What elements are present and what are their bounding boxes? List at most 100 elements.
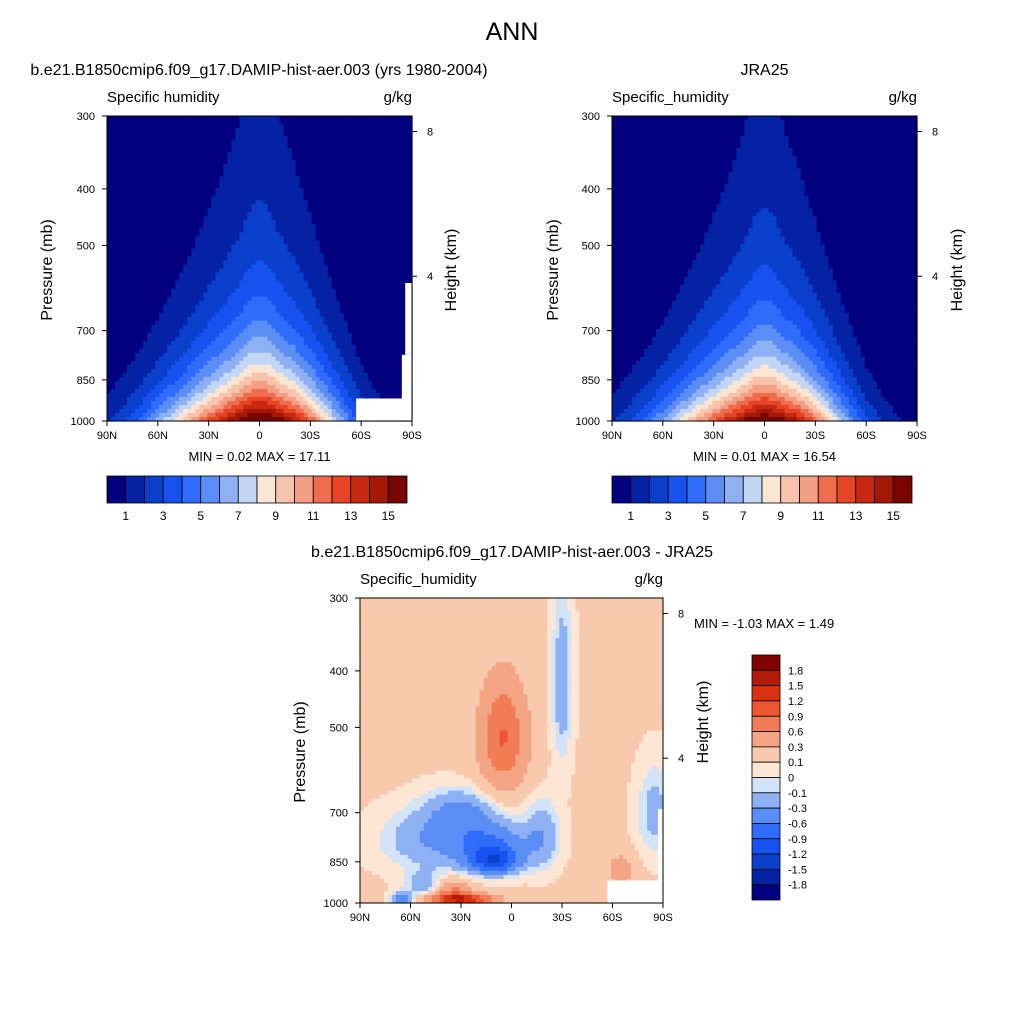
model-cell bbox=[279, 140, 285, 145]
model-cell bbox=[207, 180, 212, 185]
model-cell bbox=[199, 160, 204, 165]
model-cell bbox=[287, 324, 293, 330]
model-cell bbox=[211, 260, 216, 266]
model-cell bbox=[159, 144, 164, 149]
model-cell bbox=[311, 356, 317, 362]
model-cell bbox=[227, 248, 232, 254]
model-cell bbox=[235, 204, 241, 209]
model-cell bbox=[107, 192, 112, 197]
model-cell bbox=[127, 332, 132, 338]
model-cell bbox=[347, 168, 353, 173]
model-cell bbox=[159, 256, 164, 262]
model-cell bbox=[143, 124, 148, 129]
model-cell bbox=[223, 188, 228, 193]
model-cell bbox=[363, 212, 369, 217]
model-cell bbox=[215, 136, 220, 141]
model-cell bbox=[323, 288, 329, 294]
model-cell bbox=[191, 288, 196, 294]
model-cell bbox=[367, 268, 373, 274]
model-cell bbox=[367, 364, 373, 370]
model-cell bbox=[215, 360, 220, 366]
model-cell bbox=[163, 184, 168, 189]
model-cell bbox=[183, 224, 188, 229]
model-cell bbox=[135, 128, 140, 133]
model-cell bbox=[283, 196, 289, 201]
model-cell bbox=[111, 220, 116, 225]
model-cell bbox=[279, 124, 285, 129]
model-cell bbox=[399, 304, 405, 310]
model-cell bbox=[147, 188, 152, 193]
model-cell bbox=[359, 128, 365, 133]
model-cell bbox=[327, 216, 333, 221]
model-cell bbox=[263, 132, 269, 137]
model-cell bbox=[175, 144, 180, 149]
model-cell bbox=[259, 200, 265, 205]
model-cell bbox=[383, 144, 389, 149]
model-cell bbox=[391, 220, 397, 225]
model-cell bbox=[131, 188, 136, 193]
model-cell bbox=[371, 312, 377, 318]
model-cell bbox=[235, 164, 241, 169]
model-cell bbox=[259, 184, 265, 189]
model-cell bbox=[187, 356, 192, 362]
model-cell bbox=[331, 128, 337, 133]
model-cell bbox=[167, 340, 172, 346]
model-cell bbox=[171, 188, 176, 193]
model-cell bbox=[351, 212, 357, 217]
model-cell bbox=[167, 244, 172, 250]
model-cell bbox=[279, 368, 285, 374]
model-cell bbox=[383, 280, 389, 286]
model-cell bbox=[259, 316, 265, 322]
model-cell bbox=[351, 224, 357, 229]
model-cell bbox=[239, 176, 245, 181]
model-cell bbox=[163, 128, 168, 133]
model-cell bbox=[227, 364, 232, 370]
model-cell bbox=[139, 196, 144, 201]
model-cell bbox=[363, 272, 369, 278]
model-cell bbox=[155, 276, 160, 282]
model-cell bbox=[279, 204, 285, 209]
model-cell bbox=[407, 256, 413, 262]
model-cell bbox=[151, 256, 156, 262]
model-cell bbox=[351, 156, 357, 161]
model-cell bbox=[171, 132, 176, 137]
model-cell bbox=[283, 296, 289, 302]
model-cell bbox=[179, 292, 184, 298]
model-cell bbox=[215, 172, 220, 177]
model-cell bbox=[395, 268, 401, 274]
model-cell bbox=[363, 196, 369, 201]
model-cell bbox=[343, 372, 349, 378]
model-cell bbox=[119, 348, 124, 354]
model-cell bbox=[115, 304, 120, 310]
model-cell bbox=[259, 144, 265, 149]
model-cell bbox=[155, 320, 160, 326]
model-cell bbox=[179, 332, 184, 338]
model-cell bbox=[287, 204, 293, 209]
model-cell bbox=[239, 280, 245, 286]
model-cell bbox=[215, 260, 220, 266]
model-cell bbox=[267, 216, 273, 221]
model-cell bbox=[227, 176, 232, 181]
model-cell bbox=[303, 320, 309, 326]
model-cell bbox=[247, 360, 253, 366]
model-cell bbox=[259, 160, 265, 165]
model-cell bbox=[375, 196, 381, 201]
model-cell bbox=[279, 116, 285, 121]
model-cell bbox=[319, 340, 325, 346]
model-cell bbox=[367, 188, 373, 193]
model-cell bbox=[203, 356, 208, 362]
model-cell bbox=[387, 188, 393, 193]
model-cell bbox=[323, 168, 329, 173]
model-cell bbox=[207, 212, 212, 217]
model-cell bbox=[175, 252, 180, 258]
model-cell bbox=[263, 244, 269, 250]
model-cell bbox=[279, 208, 285, 213]
model-cell bbox=[187, 160, 192, 165]
model-cell bbox=[407, 132, 413, 137]
model-cell bbox=[307, 180, 313, 185]
model-cell bbox=[131, 332, 136, 338]
model-cell bbox=[123, 328, 128, 334]
model-cell bbox=[187, 368, 192, 374]
model-cell bbox=[391, 236, 397, 241]
model-cell bbox=[127, 260, 132, 266]
